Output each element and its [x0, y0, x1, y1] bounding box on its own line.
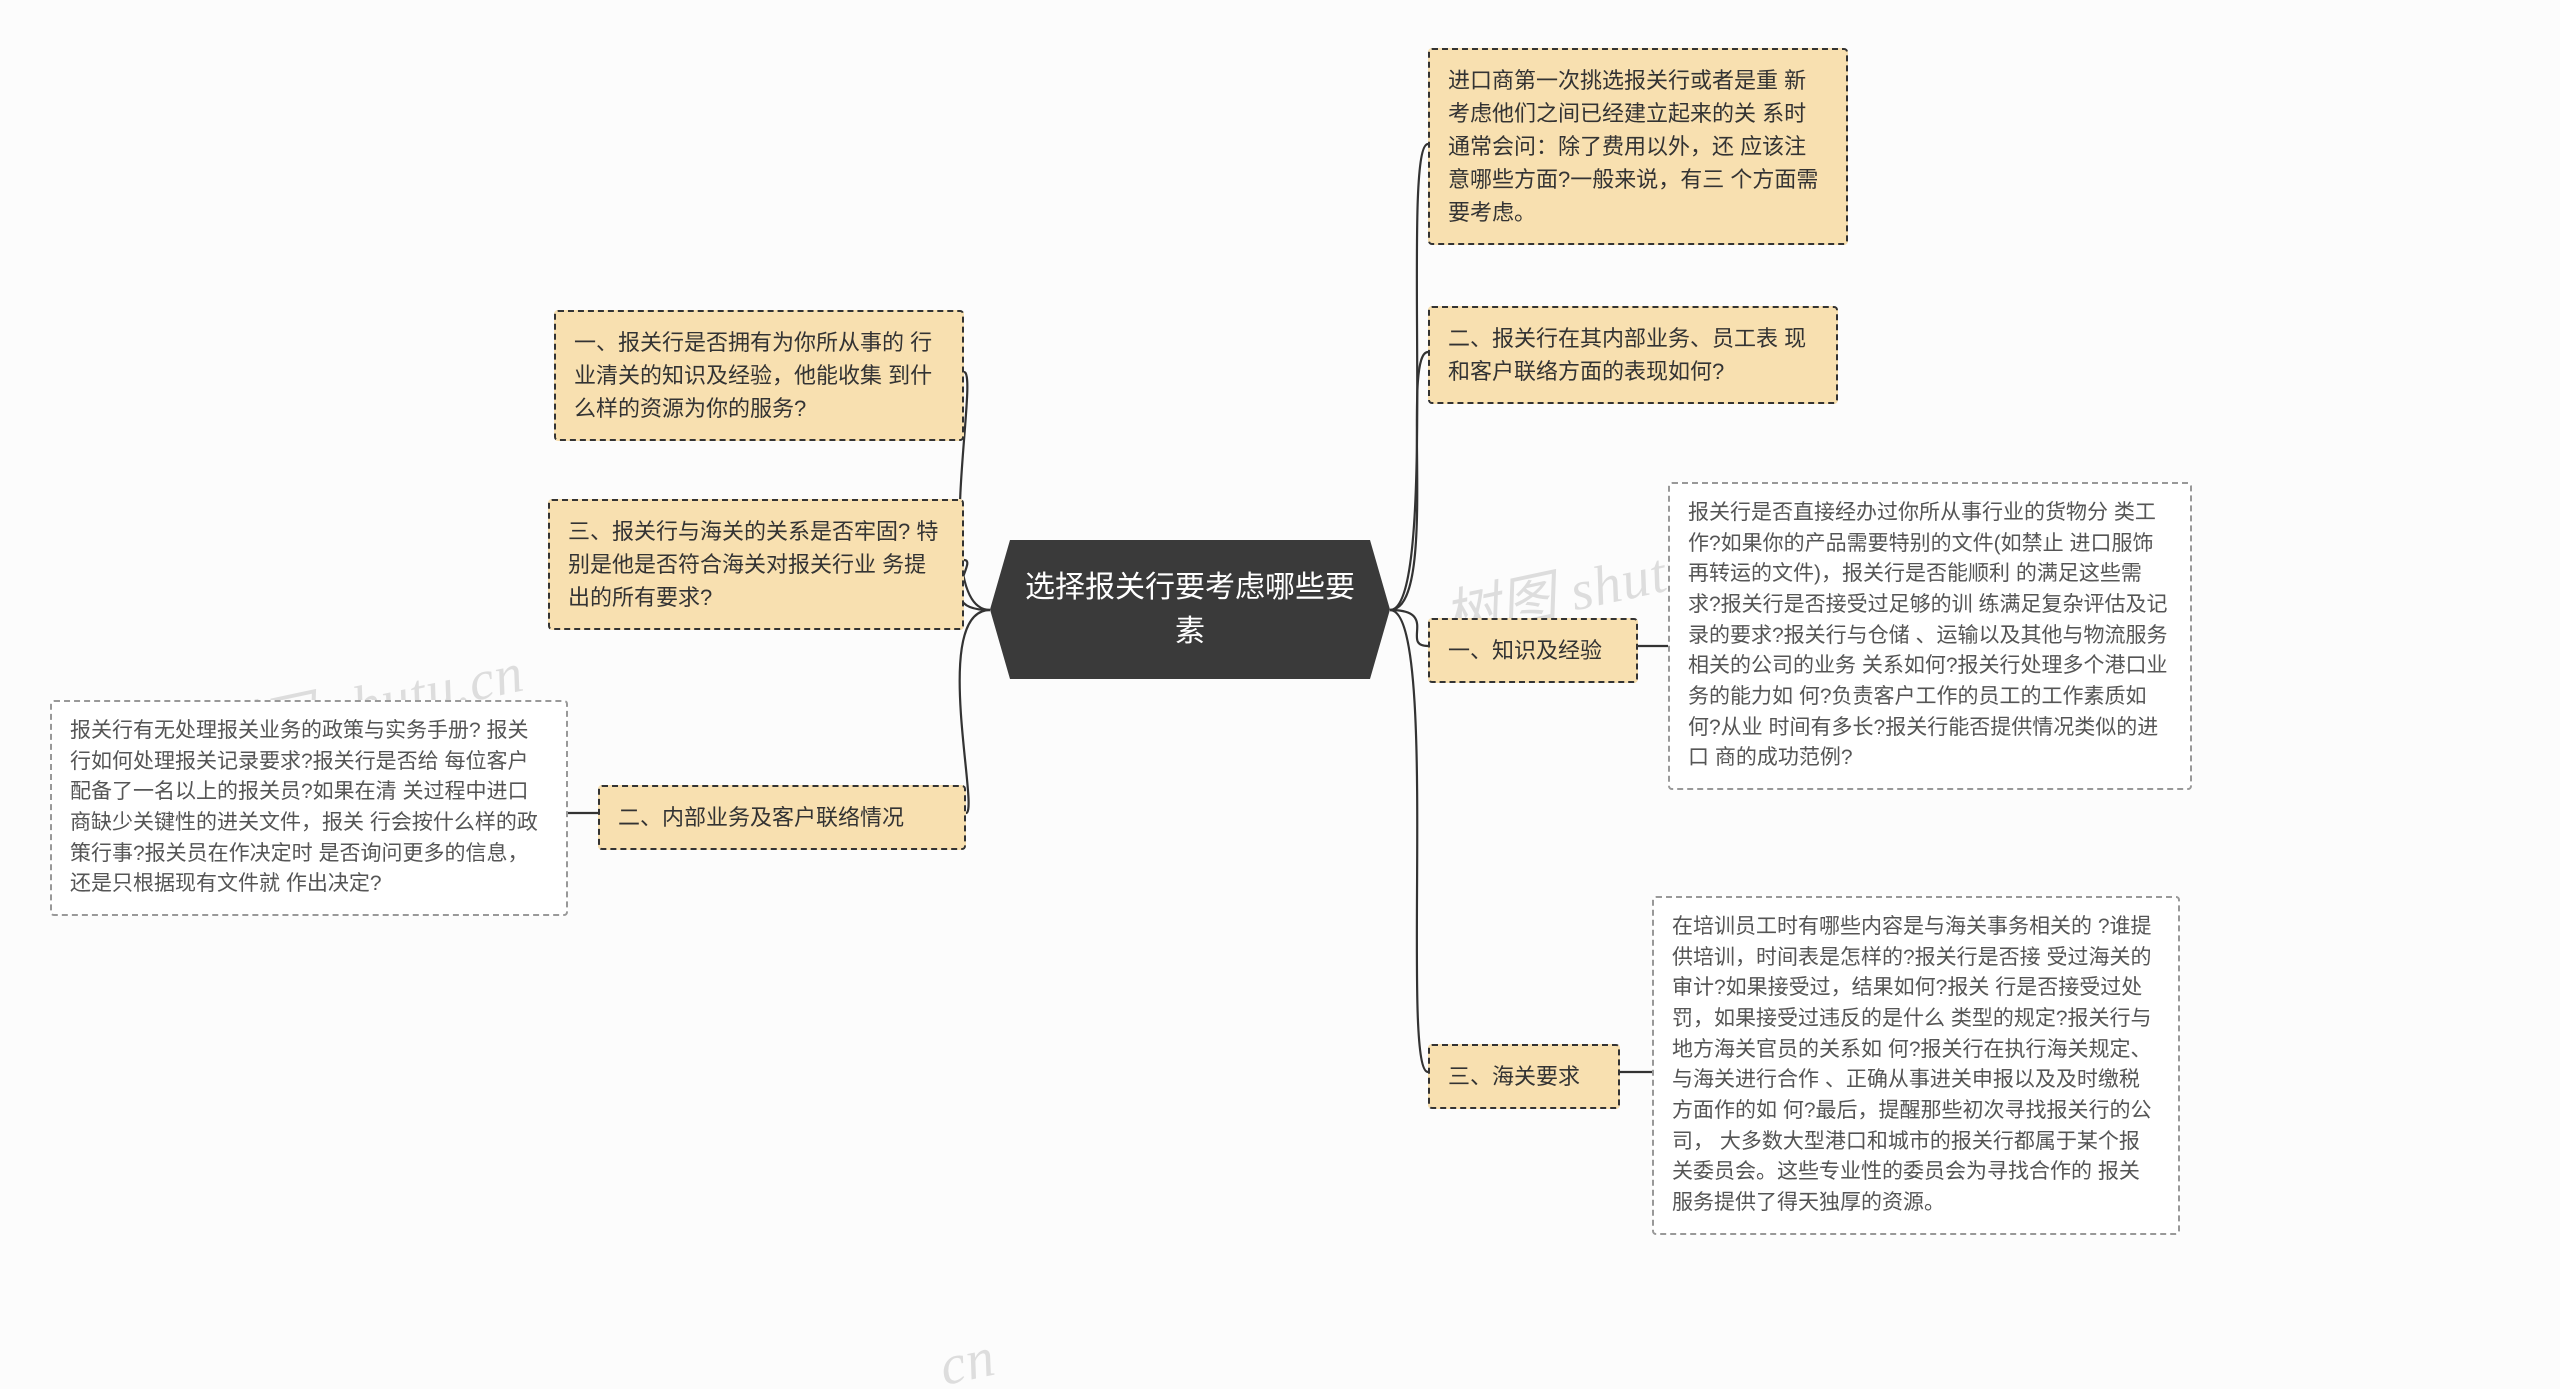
root-node[interactable]: 选择报关行要考虑哪些要 素 [990, 540, 1390, 679]
branch-right-1[interactable]: 进口商第一次挑选报关行或者是重 新考虑他们之间已经建立起来的关 系时通常会问：除… [1428, 48, 1848, 245]
branch-right-3-detail[interactable]: 报关行是否直接经办过你所从事行业的货物分 类工作?如果你的产品需要特别的文件(如… [1668, 482, 2192, 790]
branch-left-1[interactable]: 一、报关行是否拥有为你所从事的 行业清关的知识及经验，他能收集 到什么样的资源为… [554, 310, 964, 441]
branch-right-4[interactable]: 三、海关要求 [1428, 1044, 1620, 1109]
watermark: cn [934, 1325, 1001, 1389]
branch-left-3[interactable]: 二、内部业务及客户联络情况 [598, 785, 966, 850]
branch-left-3-detail[interactable]: 报关行有无处理报关业务的政策与实务手册? 报关行如何处理报关记录要求?报关行是否… [50, 700, 568, 916]
branch-left-2[interactable]: 三、报关行与海关的关系是否牢固? 特别是他是否符合海关对报关行业 务提出的所有要… [548, 499, 964, 630]
mindmap-canvas: 树图 shutu.cn 树图 shutu.cn cn 选择报关行要考虑哪些要 素… [0, 0, 2560, 1389]
branch-right-4-detail[interactable]: 在培训员工时有哪些内容是与海关事务相关的 ?谁提供培训，时间表是怎样的?报关行是… [1652, 896, 2180, 1235]
branch-right-3[interactable]: 一、知识及经验 [1428, 618, 1638, 683]
branch-right-2[interactable]: 二、报关行在其内部业务、员工表 现和客户联络方面的表现如何? [1428, 306, 1838, 404]
